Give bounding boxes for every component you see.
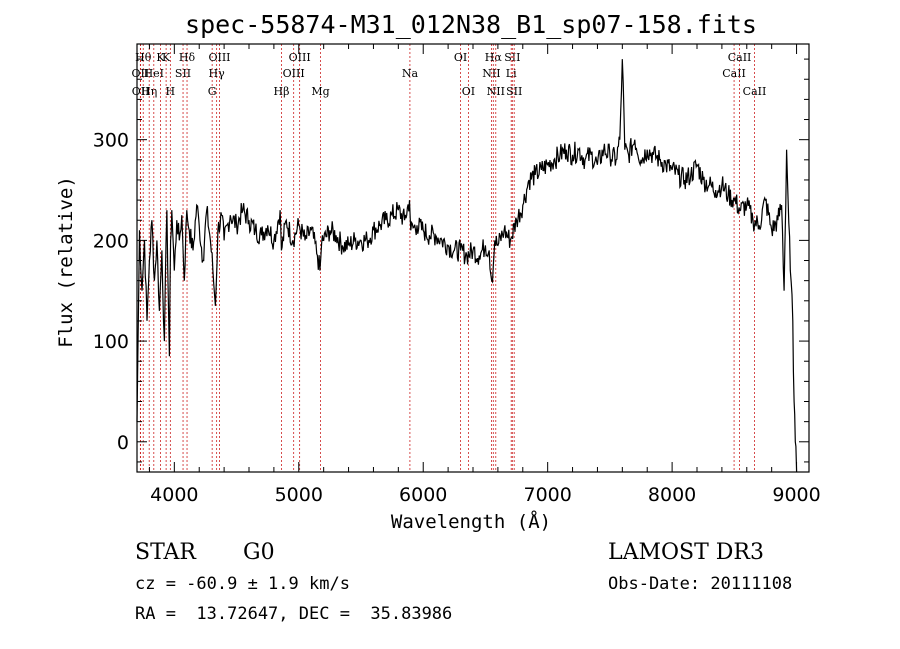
line-marker-label: NII xyxy=(487,85,505,98)
line-marker-label: OI xyxy=(454,51,467,64)
line-marker-label: Hβ xyxy=(274,85,290,98)
line-marker-label: SII xyxy=(506,85,522,98)
x-tick-label: 7000 xyxy=(523,484,571,506)
y-tick-label: 100 xyxy=(93,331,129,353)
x-tick-label: 4000 xyxy=(150,484,198,506)
y-tick-label: 200 xyxy=(93,230,129,252)
line-marker-label: Hθ xyxy=(135,51,152,64)
survey-name: LAMOST DR3 xyxy=(608,540,764,565)
line-marker-label: CaII xyxy=(743,85,767,98)
line-marker-label: OIII xyxy=(289,51,311,64)
line-marker-label: Li xyxy=(506,67,517,80)
axis-ticks: 4000 5000 6000 7000 8000 9000 0 100 200 300 xyxy=(93,44,821,506)
x-axis-label: Wavelength (Å) xyxy=(391,510,551,533)
line-marker-label: Hη xyxy=(141,85,157,98)
line-marker-label: K xyxy=(162,51,171,64)
line-marker-label: SII xyxy=(175,67,191,80)
line-marker-label: G xyxy=(208,85,217,98)
line-marker-label: Hγ xyxy=(209,67,226,80)
x-tick-label: 5000 xyxy=(275,484,323,506)
line-marker-label: OIII xyxy=(208,51,230,64)
emission-line-markers: HθOIIOIIHηHeIKKHSIIHδHγGOIIIHβOIIIOIIIMg… xyxy=(132,44,767,472)
line-marker-label: OIII xyxy=(283,67,305,80)
plot-frame xyxy=(136,43,810,473)
line-marker-label: OII xyxy=(132,85,150,98)
line-marker-label: K xyxy=(156,51,165,64)
coordinates: RA = 13.72647, DEC = 35.83986 xyxy=(135,604,453,624)
line-marker-label: Hδ xyxy=(179,51,196,64)
y-tick-label: 0 xyxy=(117,432,129,454)
line-marker-label: CaII xyxy=(728,51,752,64)
line-marker-label: CaII xyxy=(722,67,746,80)
redshift-readout: cz = -60.9 ± 1.9 km/s xyxy=(135,574,350,594)
line-marker-label: Hα xyxy=(485,51,503,64)
line-marker-label: Mg xyxy=(311,85,329,98)
spectrum-line xyxy=(136,59,798,473)
line-marker-label: Na xyxy=(402,67,419,80)
x-tick-label: 8000 xyxy=(648,484,696,506)
x-tick-label: 9000 xyxy=(772,484,820,506)
line-marker-label: NII xyxy=(482,67,500,80)
y-tick-label: 300 xyxy=(93,130,129,152)
object-class: STAR xyxy=(135,540,196,565)
line-marker-label: H xyxy=(166,85,176,98)
line-marker-label: HeI xyxy=(144,67,164,80)
object-subclass: G0 xyxy=(243,540,275,565)
line-marker-label: OI xyxy=(462,85,475,98)
obs-date: Obs-Date: 20111108 xyxy=(608,574,793,594)
chart-title: spec-55874-M31_012N38_B1_sp07-158.fits xyxy=(185,10,757,39)
y-axis-label: Flux (relative) xyxy=(55,176,77,348)
x-tick-label: 6000 xyxy=(399,484,447,506)
line-marker-label: SII xyxy=(504,51,520,64)
